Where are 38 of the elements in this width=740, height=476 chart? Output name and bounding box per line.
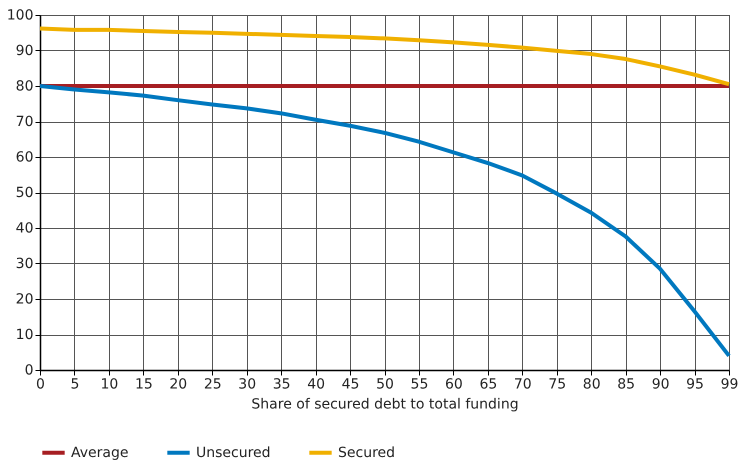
line-series	[38, 84, 731, 358]
x-tick-label: 5	[70, 376, 80, 392]
y-tick-label: 100	[6, 8, 34, 24]
y-tick-label: 30	[16, 256, 34, 272]
y-tick-label: 90	[16, 43, 34, 59]
x-tick-label: 85	[617, 376, 636, 392]
y-tick-label: 20	[16, 292, 34, 308]
x-tick-label: 45	[342, 376, 360, 392]
x-tick-label: 70	[514, 376, 532, 392]
y-tick-label: 10	[16, 327, 34, 343]
legend-label: Average	[71, 444, 128, 461]
x-axis-title: Share of secured debt to total funding	[251, 396, 519, 412]
x-tick-label: 50	[376, 376, 394, 392]
x-tick-label: 99	[720, 376, 738, 392]
y-tick-label: 70	[16, 114, 34, 130]
x-tick-label: 20	[169, 376, 188, 392]
y-tick-label: 0	[24, 362, 34, 378]
legend-label: Secured	[338, 444, 396, 461]
x-tick-label: 60	[444, 376, 463, 392]
x-tick-label: 15	[134, 376, 153, 392]
y-tick-label: 60	[16, 150, 34, 166]
x-tick-label: 80	[582, 376, 601, 392]
y-tick-label: 80	[16, 78, 34, 94]
x-tick-label: 55	[410, 376, 428, 392]
x-tick-label: 90	[652, 376, 670, 392]
x-tick-label: 40	[307, 376, 326, 392]
x-tick-label: 30	[238, 376, 256, 392]
x-tick-label: 25	[204, 376, 222, 392]
y-tick-label: 40	[16, 220, 34, 236]
x-tick-label: 65	[479, 376, 498, 392]
x-tick-label: 95	[686, 376, 704, 392]
x-tick-label: 35	[272, 376, 291, 392]
x-tick-label: 10	[100, 376, 118, 392]
x-tick-label: 0	[36, 376, 45, 392]
x-tick-label: 75	[548, 376, 566, 392]
y-tick-label: 50	[16, 185, 34, 201]
legend-label: Unsecured	[196, 444, 271, 461]
line-series	[38, 26, 731, 86]
